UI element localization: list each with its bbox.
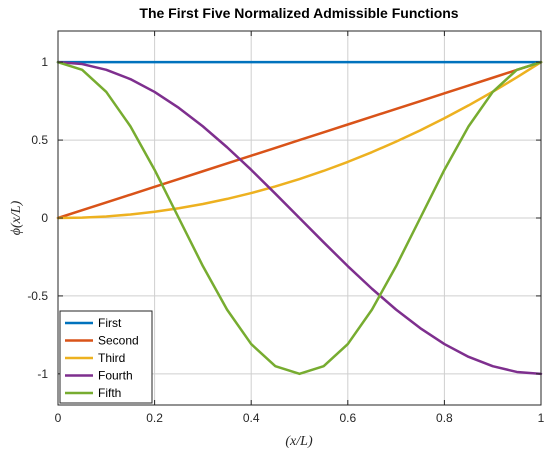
legend: First Second Third Fourth Fifth <box>59 310 153 404</box>
y-tick-label: 0.5 <box>31 133 48 147</box>
y-axis-label: ϕ(x/L) <box>9 200 24 235</box>
ticks: 0 0.2 0.4 0.6 0.8 1 -1 -0.5 0 0.5 1 <box>27 31 545 425</box>
chart-title: The First Five Normalized Admissible Fun… <box>139 5 458 21</box>
x-axis-label: (x/L) <box>285 434 313 449</box>
series-lines <box>56 60 543 376</box>
x-tick-label: 0.6 <box>339 411 356 425</box>
series-line-fifth <box>56 60 543 376</box>
x-tick-label: 0.8 <box>436 411 453 425</box>
series-line-fourth <box>56 60 543 376</box>
legend-label-first: First <box>98 316 122 330</box>
x-tick-label: 1 <box>538 411 545 425</box>
legend-label-fifth: Fifth <box>98 386 121 400</box>
x-tick-label: 0.2 <box>146 411 163 425</box>
legend-label-fourth: Fourth <box>98 369 133 383</box>
y-tick-label: 0 <box>41 211 48 225</box>
series-line-second <box>56 60 543 220</box>
y-tick-label: 1 <box>41 55 48 69</box>
x-tick-label: 0.4 <box>243 411 260 425</box>
y-tick-label: -1 <box>37 367 48 381</box>
x-tick-label: 0 <box>55 411 62 425</box>
series-line-third <box>56 60 543 220</box>
legend-label-third: Third <box>98 351 125 365</box>
y-tick-label: -0.5 <box>27 289 48 303</box>
legend-label-second: Second <box>98 334 139 348</box>
